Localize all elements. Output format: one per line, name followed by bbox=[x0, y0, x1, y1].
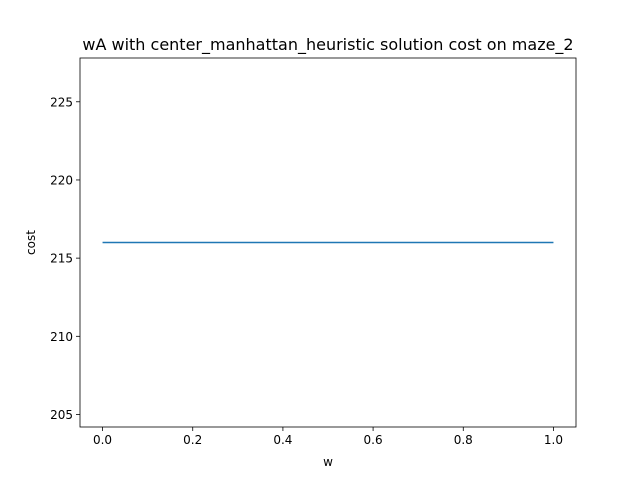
y-axis: 205 210 215 220 225 bbox=[50, 95, 80, 422]
x-axis: 0.0 0.2 0.4 0.6 0.8 1.0 bbox=[93, 427, 563, 447]
x-tick-label: 1.0 bbox=[544, 433, 563, 447]
x-tick-label: 0.6 bbox=[364, 433, 383, 447]
x-tick-label: 0.8 bbox=[454, 433, 473, 447]
y-tick-label: 205 bbox=[50, 408, 73, 422]
y-tick-label: 215 bbox=[50, 252, 73, 266]
plot-frame bbox=[79, 57, 577, 428]
x-tick-label: 0.2 bbox=[183, 433, 202, 447]
x-tick-label: 0.4 bbox=[273, 433, 292, 447]
y-tick-label: 210 bbox=[50, 330, 73, 344]
plot-area bbox=[79, 57, 577, 428]
y-axis-label: cost bbox=[24, 230, 38, 255]
y-tick-label: 220 bbox=[50, 173, 73, 187]
chart-title: wA with center_manhattan_heuristic solut… bbox=[82, 35, 573, 55]
y-tick-label: 225 bbox=[50, 95, 73, 109]
x-axis-label: w bbox=[323, 455, 333, 469]
x-tick-label: 0.0 bbox=[93, 433, 112, 447]
